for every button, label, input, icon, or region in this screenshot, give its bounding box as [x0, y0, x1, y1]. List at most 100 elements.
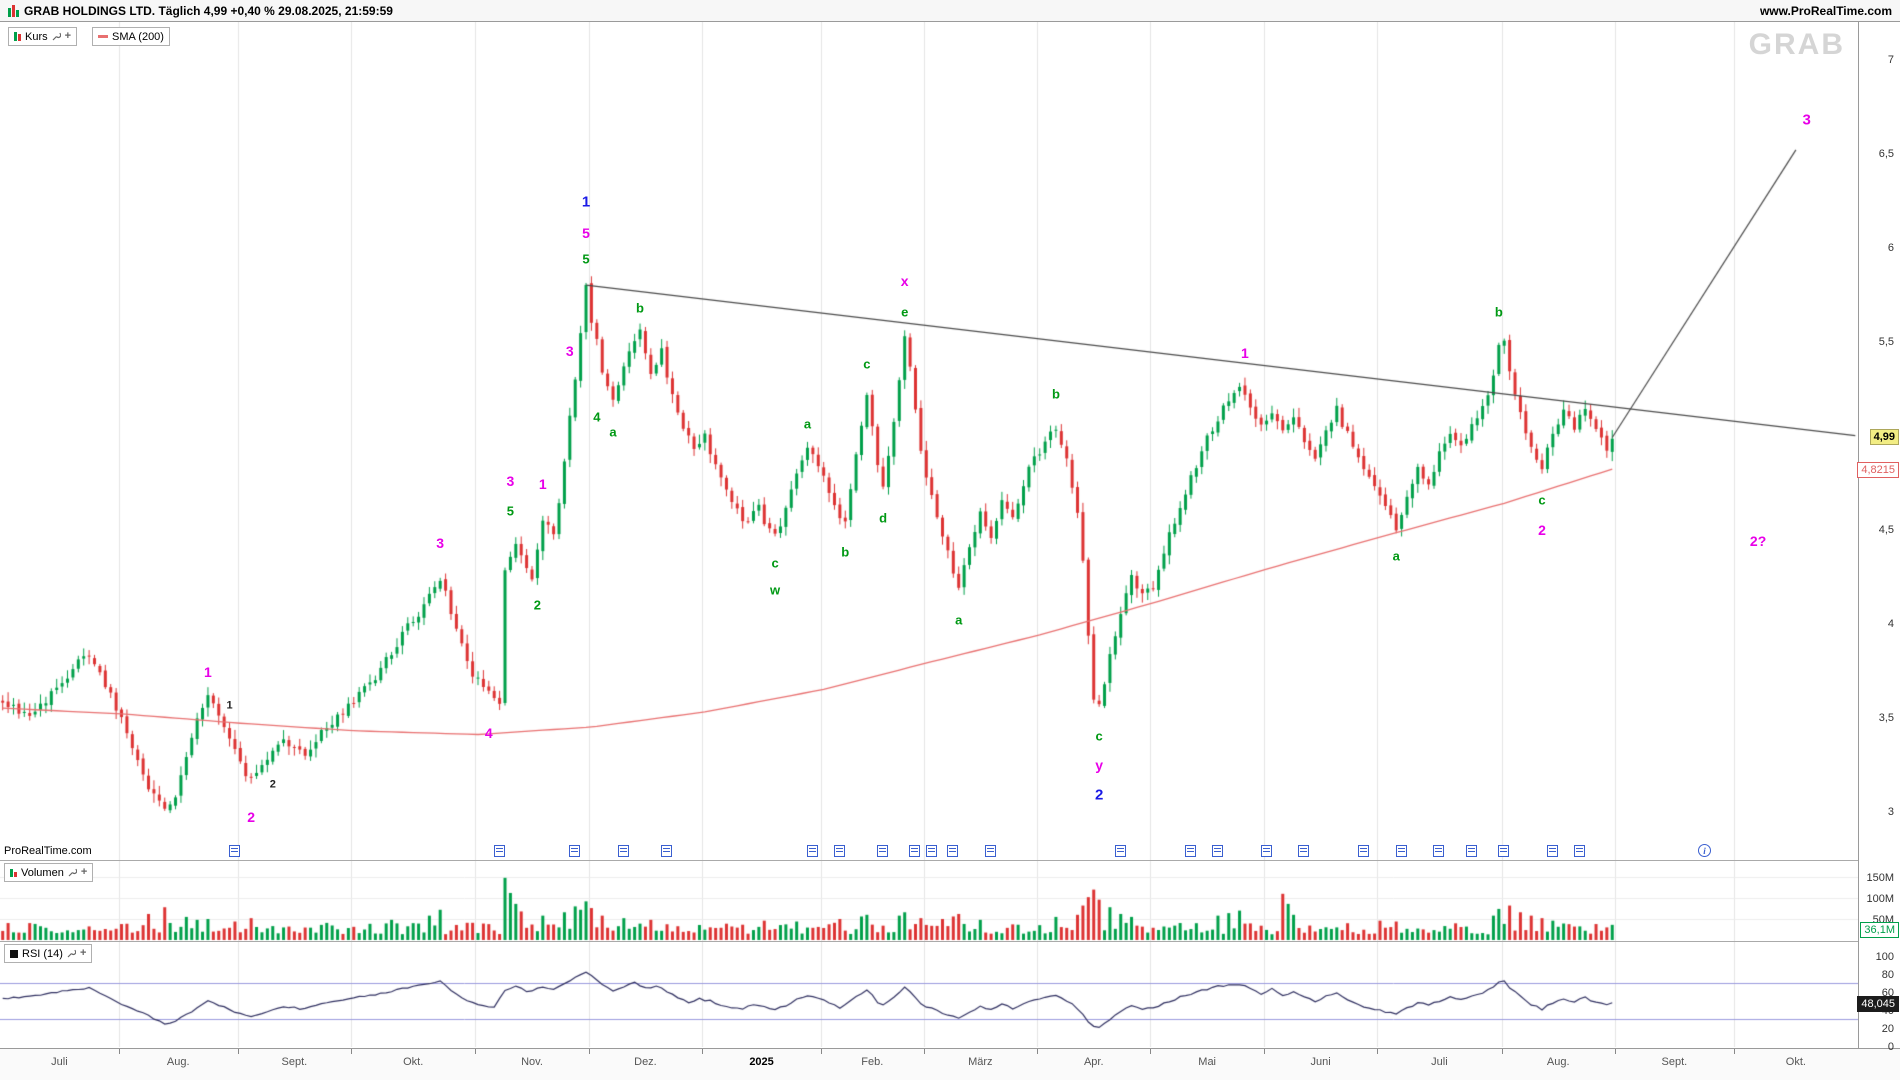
wave-label[interactable]: a	[609, 424, 617, 440]
wave-label[interactable]: 1	[226, 699, 233, 712]
wave-label[interactable]: 1	[538, 476, 547, 493]
wave-label[interactable]: 1	[204, 664, 212, 681]
news-event-icon[interactable]	[1298, 845, 1310, 857]
wave-label[interactable]: 3	[1802, 111, 1811, 129]
time-axis-month-label: März	[968, 1056, 993, 1068]
wave-label[interactable]: a	[803, 416, 812, 432]
news-event-icon[interactable]	[228, 845, 240, 857]
pane-separator[interactable]	[0, 941, 1858, 942]
price-chart-canvas[interactable]	[0, 22, 1858, 860]
news-event-icon[interactable]	[1433, 845, 1445, 857]
price-legend-chip[interactable]: Kurs +	[8, 27, 78, 46]
wave-label[interactable]: c	[771, 555, 779, 571]
add-indicator-icon[interactable]: +	[80, 866, 88, 878]
wave-label[interactable]: 1	[1241, 344, 1249, 361]
price-axis[interactable]	[1858, 22, 1900, 1048]
news-event-icon[interactable]	[1498, 845, 1510, 857]
wrench-icon[interactable]	[67, 949, 76, 958]
time-axis-month-label: Aug.	[1546, 1056, 1570, 1068]
wave-label[interactable]: b	[636, 300, 645, 316]
wave-label[interactable]: 5	[506, 503, 515, 519]
news-event-icon[interactable]	[1357, 845, 1369, 857]
news-event-icon[interactable]	[1546, 845, 1558, 857]
instrument-watermark: GRAB	[1748, 28, 1845, 61]
wave-label[interactable]: 2	[1538, 521, 1546, 538]
volume-legend-chip[interactable]: Volumen +	[4, 863, 94, 882]
wave-label[interactable]: c	[1095, 728, 1103, 744]
wrench-icon[interactable]	[68, 868, 77, 877]
add-indicator-icon[interactable]: +	[79, 947, 87, 959]
news-event-icon[interactable]	[661, 845, 673, 857]
time-axis-month-label: Juli	[51, 1056, 68, 1068]
news-event-icon[interactable]	[806, 845, 818, 857]
wave-label[interactable]: c	[863, 356, 871, 372]
time-axis-tick	[351, 1049, 352, 1054]
wave-label[interactable]: 1	[581, 193, 591, 211]
wave-label[interactable]: 2	[1094, 786, 1104, 804]
wave-label[interactable]: e	[901, 304, 909, 320]
wave-label[interactable]: b	[1494, 304, 1503, 320]
wave-label[interactable]: 2	[247, 809, 256, 826]
news-event-icon[interactable]	[493, 845, 505, 857]
wave-label[interactable]: d	[879, 510, 888, 526]
sma-legend-chip[interactable]: SMA (200)	[92, 27, 170, 46]
news-event-icon[interactable]	[1114, 845, 1126, 857]
news-event-icon[interactable]	[1260, 845, 1272, 857]
wave-label[interactable]: y	[1095, 756, 1104, 773]
wave-label[interactable]: 3	[506, 472, 515, 489]
wave-label[interactable]: b	[841, 544, 850, 560]
news-event-icon[interactable]	[1573, 845, 1585, 857]
candlestick-logo-icon	[8, 4, 19, 17]
pane-separator[interactable]	[0, 860, 1858, 861]
wave-label[interactable]: a	[1392, 548, 1400, 564]
news-event-icon[interactable]	[877, 845, 889, 857]
news-event-icon[interactable]	[1211, 845, 1223, 857]
news-event-icon[interactable]	[985, 845, 997, 857]
wave-label[interactable]: 5	[582, 224, 590, 241]
info-icon[interactable]: i	[1698, 844, 1711, 857]
wave-label[interactable]: a	[955, 612, 963, 628]
price-axis-tick: 4	[1887, 617, 1894, 630]
rsi-legend-chip[interactable]: RSI (14) +	[4, 944, 93, 963]
time-axis-tick	[1734, 1049, 1735, 1054]
wave-label[interactable]: x	[900, 273, 909, 290]
rsi-chart-canvas[interactable]	[0, 942, 1858, 1047]
wave-label[interactable]: b	[1051, 386, 1060, 402]
time-axis[interactable]: Juli Aug. Sept. Okt. Nov. Dez. 2025 Feb. März Apr…	[0, 1048, 1900, 1080]
price-axis-tick: 5,5	[1878, 335, 1894, 348]
time-axis-month-label: Sept.	[281, 1056, 308, 1068]
time-axis-tick	[821, 1049, 822, 1054]
wave-label[interactable]: 2	[269, 778, 276, 791]
time-axis-tick	[589, 1049, 590, 1054]
wave-label[interactable]: c	[1538, 492, 1546, 508]
rsi-axis-tick: 0	[1887, 1041, 1894, 1053]
add-indicator-icon[interactable]: +	[64, 30, 72, 42]
wave-label[interactable]: 2	[533, 597, 542, 613]
price-legend-label: Kurs	[25, 30, 48, 43]
time-axis-tick	[702, 1049, 703, 1054]
wrench-icon[interactable]	[52, 32, 61, 41]
wave-label[interactable]: 5	[582, 251, 590, 267]
prorealtime-branding: ProRealTime.com	[4, 845, 92, 857]
time-axis-month-label: Mai	[1198, 1056, 1217, 1068]
rsi-axis-tick: 80	[1881, 969, 1894, 981]
time-axis-tick	[924, 1049, 925, 1054]
news-event-icon[interactable]	[617, 845, 629, 857]
news-event-icon[interactable]	[947, 845, 959, 857]
time-axis-tick	[238, 1049, 239, 1054]
wave-label[interactable]: 2?	[1749, 532, 1767, 549]
wave-label[interactable]: 3	[565, 343, 574, 359]
news-event-icon[interactable]	[1184, 845, 1196, 857]
time-axis-month-label: Apr.	[1083, 1056, 1104, 1068]
wave-label[interactable]: 4	[593, 409, 601, 425]
wave-label[interactable]: w	[770, 582, 781, 598]
news-event-icon[interactable]	[1465, 845, 1477, 857]
news-event-icon[interactable]	[569, 845, 581, 857]
news-event-icon[interactable]	[925, 845, 937, 857]
news-event-icon[interactable]	[1395, 845, 1407, 857]
wave-label[interactable]: 3	[436, 534, 445, 551]
news-event-icon[interactable]	[833, 845, 845, 857]
news-event-icon[interactable]	[909, 845, 921, 857]
volume-chart-canvas[interactable]	[0, 861, 1858, 941]
wave-label[interactable]: 4	[484, 724, 493, 741]
